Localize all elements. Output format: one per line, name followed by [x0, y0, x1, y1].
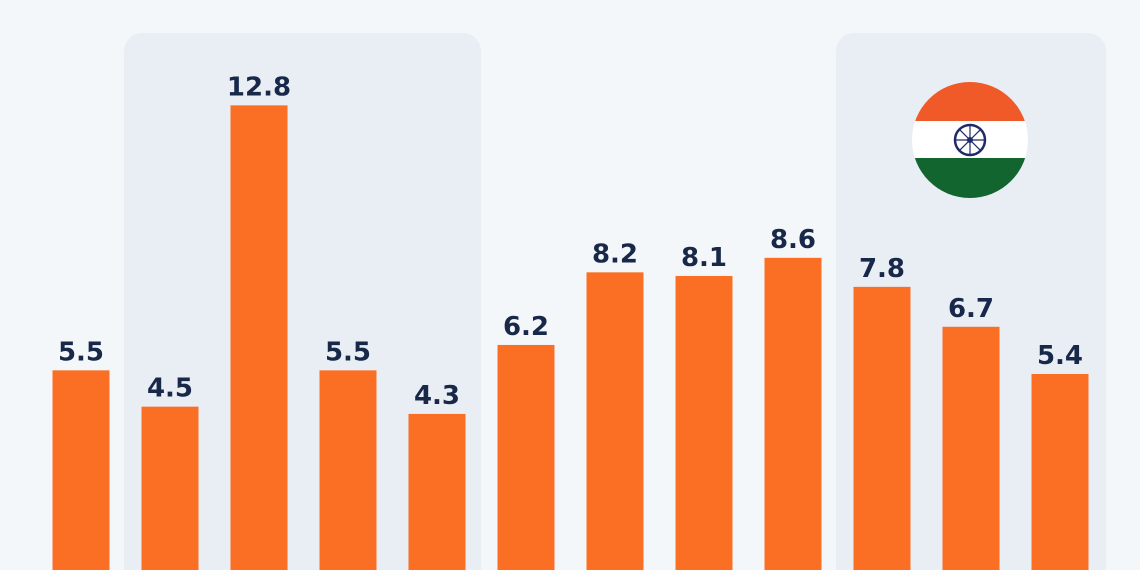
value-label: 4.5 — [147, 374, 193, 404]
bar — [1031, 373, 1089, 570]
bar — [319, 370, 377, 570]
value-label: 8.2 — [592, 239, 638, 269]
value-label: 6.2 — [503, 312, 549, 342]
value-label: 5.4 — [1037, 341, 1083, 371]
value-label: 8.1 — [681, 243, 727, 273]
bar — [141, 406, 199, 570]
bar — [52, 370, 110, 570]
bar — [408, 413, 466, 570]
bar — [586, 272, 644, 570]
value-label: 5.5 — [58, 337, 104, 367]
value-label: 7.8 — [859, 254, 905, 284]
value-label: 12.8 — [227, 72, 291, 102]
india-flag — [912, 82, 1028, 198]
bar — [675, 275, 733, 570]
value-label: 5.5 — [325, 337, 371, 367]
value-label: 6.7 — [948, 294, 994, 324]
value-label: 8.6 — [770, 225, 816, 255]
bar — [853, 286, 911, 570]
value-label: 4.3 — [414, 381, 460, 411]
bar — [942, 326, 1000, 570]
bar — [497, 344, 555, 570]
bar — [764, 257, 822, 570]
bar — [230, 105, 288, 570]
highlight-panel — [124, 33, 481, 570]
